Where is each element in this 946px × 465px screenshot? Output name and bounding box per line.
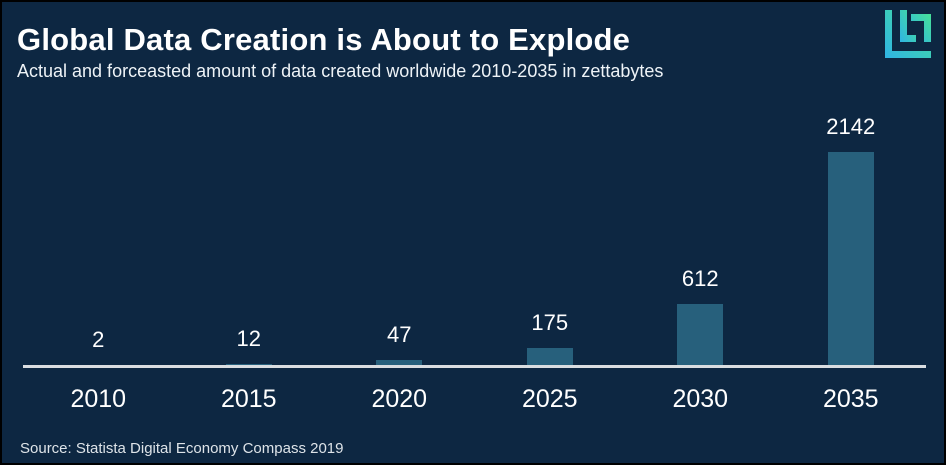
x-axis-tick-label: 2035 [822, 385, 879, 413]
x-axis-tick-label: 2010 [70, 385, 127, 413]
source-note: Source: Statista Digital Economy Compass… [20, 440, 344, 457]
bar-value-label: 2 [92, 327, 105, 352]
bar-2025 [526, 348, 573, 365]
bar-value-label: 612 [681, 266, 719, 291]
x-axis-line [23, 365, 926, 368]
bar-value-label: 175 [531, 310, 569, 335]
chart-column-2015: 12 [174, 115, 325, 365]
bar-value-label: 12 [236, 326, 261, 351]
x-axis-tick-label: 2015 [220, 385, 277, 413]
bar-2020 [376, 360, 423, 365]
chart-column-2035: 2142 [776, 115, 927, 365]
x-axis-labels: 2010 2015 2020 2025 2030 2035 [23, 385, 926, 414]
page-title: Global Data Creation is About to Explode [17, 22, 631, 57]
x-axis-tick-label: 2030 [672, 385, 729, 413]
chart-subtitle: Actual and forceasted amount of data cre… [17, 61, 664, 81]
bar-value-label: 47 [387, 322, 412, 347]
chart-column-2025: 175 [475, 115, 626, 365]
chart-column-2030: 612 [625, 115, 776, 365]
bar-2015 [225, 364, 272, 365]
lucid-logo-icon [885, 10, 931, 58]
bar-2035 [827, 152, 874, 365]
bar-chart: 2 12 47 175 612 2142 [23, 115, 926, 365]
bar-2030 [677, 304, 724, 365]
chart-column-2020: 47 [324, 115, 475, 365]
chart-column-2010: 2 [23, 115, 174, 365]
x-axis-tick-label: 2025 [521, 385, 578, 413]
bar-value-label: 2142 [826, 114, 876, 139]
x-axis-tick-label: 2020 [371, 385, 428, 413]
